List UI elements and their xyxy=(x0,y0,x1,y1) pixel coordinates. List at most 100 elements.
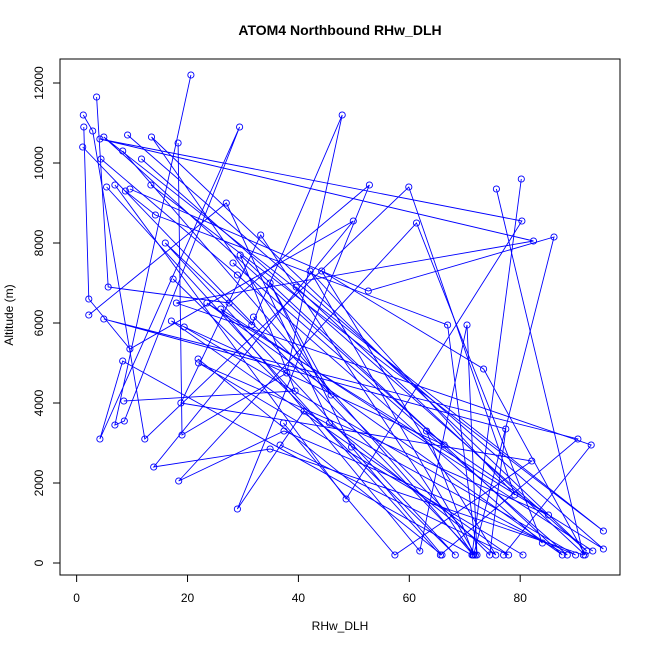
data-point xyxy=(276,441,284,449)
data-point xyxy=(599,527,607,535)
series-line xyxy=(96,96,568,556)
data-point xyxy=(550,233,558,241)
data-point xyxy=(177,399,185,407)
data-point xyxy=(141,435,149,443)
data-point xyxy=(80,123,88,131)
data-point xyxy=(572,551,580,559)
data-point xyxy=(266,445,274,453)
data-point xyxy=(558,551,566,559)
data-point xyxy=(119,147,127,155)
data-point xyxy=(172,299,180,307)
series-line xyxy=(88,202,586,556)
x-tick-label: 40 xyxy=(292,591,306,605)
series-line xyxy=(129,188,555,557)
data-point xyxy=(364,287,372,295)
data-point xyxy=(187,71,195,79)
data-point xyxy=(583,547,591,555)
data-point xyxy=(599,545,607,553)
y-tick-label: 8000 xyxy=(32,229,46,256)
data-point xyxy=(318,267,326,275)
data-point xyxy=(79,111,87,119)
data-point xyxy=(229,259,237,267)
data-point xyxy=(222,199,230,207)
series-line xyxy=(103,186,579,556)
data-point xyxy=(342,495,350,503)
series-line xyxy=(164,114,456,556)
data-point xyxy=(405,183,413,191)
data-point xyxy=(365,181,373,189)
data-point xyxy=(111,421,119,429)
chart-title: ATOM4 Northbound RHw_DLH xyxy=(238,22,441,38)
data-point xyxy=(147,181,155,189)
data-point xyxy=(111,181,119,189)
data-point xyxy=(194,355,202,363)
data-point xyxy=(79,143,87,151)
data-point xyxy=(291,387,299,395)
data-point xyxy=(151,211,159,219)
x-tick-label: 20 xyxy=(181,591,195,605)
data-point xyxy=(97,155,105,163)
series-line xyxy=(141,136,588,556)
data-point xyxy=(249,313,258,321)
x-tick-label: 80 xyxy=(514,591,528,605)
data-point xyxy=(233,271,241,279)
y-axis-label: Altitude (m) xyxy=(2,284,16,345)
plot-layer xyxy=(79,71,607,559)
data-point xyxy=(104,283,112,291)
data-point xyxy=(233,505,241,513)
data-point xyxy=(167,317,175,325)
data-point xyxy=(120,397,128,405)
y-tick-label: 0 xyxy=(32,559,46,566)
x-tick-label: 60 xyxy=(403,591,417,605)
data-point xyxy=(174,139,182,147)
data-point xyxy=(529,237,538,245)
data-point xyxy=(257,231,265,239)
data-point xyxy=(89,127,97,135)
data-point xyxy=(348,443,356,451)
data-point xyxy=(150,463,158,471)
data-point xyxy=(519,551,527,559)
data-point xyxy=(266,279,274,287)
data-point xyxy=(236,123,244,131)
data-point xyxy=(103,183,111,191)
data-point xyxy=(440,441,448,449)
data-point xyxy=(492,551,500,559)
data-point xyxy=(126,185,134,193)
data-point xyxy=(327,391,335,399)
data-point xyxy=(581,551,589,559)
series-line xyxy=(83,126,585,556)
data-point xyxy=(248,321,256,329)
axis-layer: 0 20 40 60 80 0 2000 4000 6000 8000 10000 12000 xyxy=(32,66,527,605)
data-point xyxy=(338,111,346,119)
series-line xyxy=(99,74,522,556)
data-point xyxy=(85,311,93,319)
data-point xyxy=(518,217,526,225)
series-line xyxy=(99,138,592,556)
x-tick-label: 0 xyxy=(73,591,80,605)
data-point xyxy=(444,321,452,329)
data-point xyxy=(505,551,513,559)
y-tick-label: 12000 xyxy=(32,66,46,100)
data-point xyxy=(292,283,300,291)
data-point xyxy=(236,251,244,259)
data-point xyxy=(137,155,146,163)
data-point xyxy=(100,315,108,323)
data-point xyxy=(416,547,424,555)
data-point xyxy=(325,419,334,427)
series-line xyxy=(122,150,533,556)
y-tick-label: 2000 xyxy=(32,469,46,496)
data-point xyxy=(412,219,421,227)
data-point xyxy=(147,133,156,141)
x-axis-label: RHw_DLH xyxy=(312,619,369,633)
series-line xyxy=(82,114,516,556)
data-point xyxy=(93,93,101,101)
data-point xyxy=(100,133,108,141)
data-point xyxy=(391,551,399,559)
data-point xyxy=(85,295,93,303)
series-line xyxy=(123,134,604,556)
data-point xyxy=(517,175,525,183)
data-point xyxy=(480,365,488,373)
series-line xyxy=(125,190,594,556)
data-point xyxy=(121,187,129,195)
